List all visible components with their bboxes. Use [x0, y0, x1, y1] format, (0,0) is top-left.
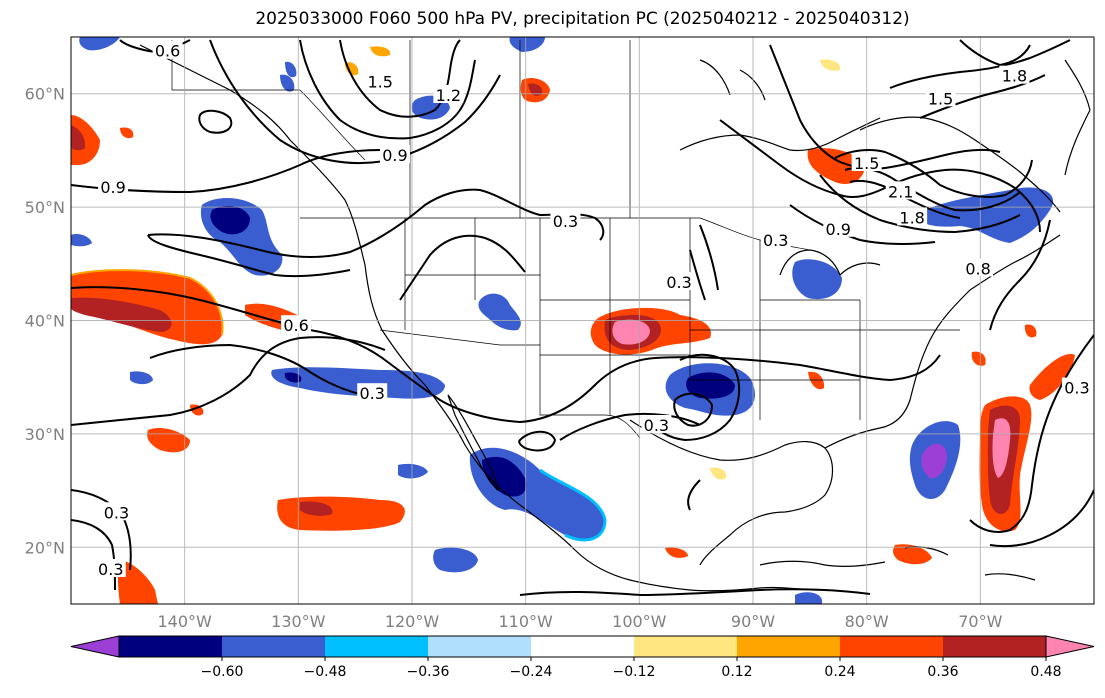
colorbar-tick-label: −0.12	[613, 664, 656, 680]
contour-label-halo	[152, 40, 183, 59]
contour-label: 0.6	[283, 316, 308, 335]
colorbar-tick-label: 0.12	[721, 664, 752, 680]
contour-label-halo	[550, 210, 581, 229]
longitude-labels: 140°W 130°W 120°W 110°W 100°W 90°W 80°W 70°W	[157, 612, 1002, 631]
contour-label-halo	[641, 414, 672, 433]
lat-tick-label: 20°N	[25, 538, 65, 557]
contour-label-halo	[925, 88, 956, 107]
colorbar-segment	[840, 636, 943, 657]
contour-label: 0.3	[666, 273, 691, 292]
contour-label: 0.9	[382, 146, 407, 165]
lon-tick-label: 120°W	[385, 612, 440, 631]
contour-label: 1.8	[1002, 67, 1027, 86]
contour-label-halo	[101, 502, 132, 521]
colorbar-segment	[222, 636, 325, 657]
lon-tick-label: 130°W	[271, 612, 326, 631]
contour-label-halo	[885, 181, 916, 200]
latitude-labels: 20°N 30°N 40°N 50°N 60°N	[25, 85, 65, 558]
contour-label: 1.5	[854, 154, 879, 173]
contour-label-halo	[95, 558, 126, 577]
colorbar-segment	[119, 636, 222, 657]
map-frame	[70, 36, 1095, 605]
colorbar-tick-label: −0.48	[304, 664, 347, 680]
contour-label-halo	[98, 176, 129, 195]
lon-tick-label: 70°W	[958, 612, 1002, 631]
contour-label: 1.8	[899, 208, 924, 227]
colorbar-segment	[943, 636, 1046, 657]
contour-label: 0.3	[553, 212, 578, 231]
contour-label: 2.1	[888, 182, 913, 201]
lon-tick-label: 80°W	[845, 612, 889, 631]
contour-label-halo	[823, 218, 854, 237]
contour-label: 0.9	[826, 220, 851, 239]
colorbar-segment	[634, 636, 737, 657]
map-plot-area: 0.6 1.5 1.2 0.9 0.9 0.3 0.6 0.3 0.3 0.3 0.3 1.5 1.8 1…	[71, 37, 1094, 604]
lat-tick-label: 40°N	[25, 312, 65, 331]
colorbar: −0.60 −0.48 −0.36 −0.24 −0.12 0.12 0.24 0.36 0.4…	[70, 635, 1095, 680]
colorbar-outline	[118, 635, 1047, 658]
colorbar-tick-label: 0.48	[1030, 664, 1061, 680]
contour-label: 1.2	[436, 86, 461, 105]
lon-tick-label: 90°W	[731, 612, 775, 631]
pv-contour-labels: 0.6 1.5 1.2 0.9 0.9 0.3 0.6 0.3 0.3 0.3 0.3 1.5 1.8 1…	[95, 40, 1092, 579]
colorbar-segment	[428, 636, 531, 657]
lon-tick-label: 100°W	[612, 612, 667, 631]
contour-label: 0.3	[98, 560, 123, 579]
contour-label: 0.3	[104, 503, 129, 522]
contour-label-halo	[365, 71, 396, 90]
contour-label-halo	[664, 272, 695, 291]
contour-label: 0.3	[359, 384, 384, 403]
contour-label-halo	[357, 383, 388, 402]
lat-tick-label: 30°N	[25, 425, 65, 444]
contour-label-halo	[999, 65, 1030, 84]
colorbar-tick-label: 0.24	[824, 664, 855, 680]
precipitation-shading	[71, 37, 1075, 604]
contour-label-halo	[1061, 377, 1092, 396]
contour-label-halo	[897, 207, 928, 226]
lat-tick-label: 60°N	[25, 85, 65, 104]
lon-tick-label: 110°W	[498, 612, 553, 631]
lon-tick-label: 140°W	[157, 612, 212, 631]
contour-label: 1.5	[928, 89, 953, 108]
contour-label-halo	[760, 230, 791, 249]
contour-label: 0.8	[965, 259, 990, 278]
colorbar-tick-label: −0.60	[201, 664, 244, 680]
colorbar-segment	[325, 636, 428, 657]
contour-label: 0.3	[1064, 379, 1089, 398]
colorbar-tick-label: 0.36	[927, 664, 958, 680]
contour-label: 0.3	[644, 416, 669, 435]
contour-label-halo	[433, 84, 464, 103]
colorbar-tick-label: −0.24	[510, 664, 553, 680]
colorbar-extend-high	[1045, 635, 1095, 658]
lat-tick-label: 50°N	[25, 198, 65, 217]
colorbar-extend-low	[70, 635, 120, 658]
coastlines	[139, 44, 1091, 592]
contour-label-halo	[281, 315, 312, 334]
contour-label-halo	[851, 153, 882, 172]
contour-label-halo	[963, 258, 994, 277]
figure-title: 2025033000 F060 500 hPa PV, precipitatio…	[255, 9, 910, 29]
contour-label: 0.9	[100, 178, 125, 197]
contour-label: 0.3	[763, 231, 788, 250]
colorbar-segment	[531, 636, 634, 657]
colorbar-tick-label: −0.36	[407, 664, 450, 680]
colorbar-segment	[737, 636, 840, 657]
contour-label: 1.5	[367, 72, 392, 91]
contour-label: 0.6	[155, 42, 180, 61]
contour-label-halo	[379, 145, 410, 164]
